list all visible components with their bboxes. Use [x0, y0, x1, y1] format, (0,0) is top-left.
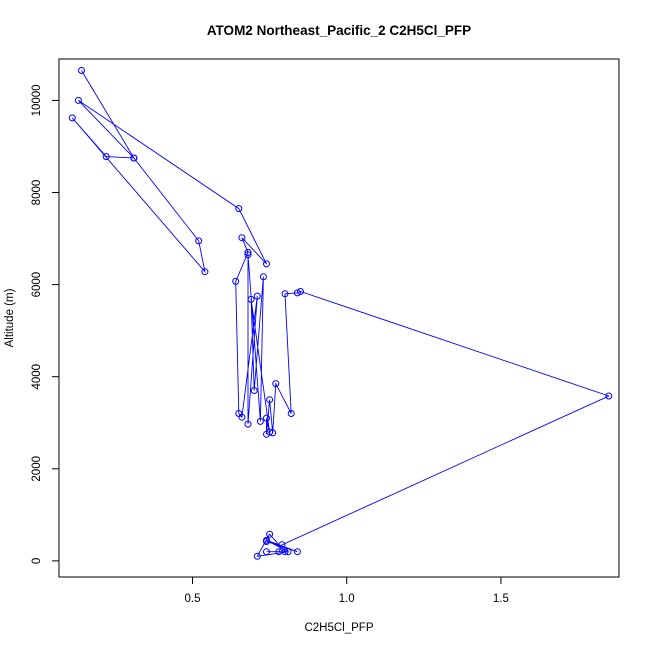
data-point	[130, 154, 138, 162]
data-point	[263, 414, 270, 422]
data-point	[253, 552, 261, 560]
data-point	[263, 260, 270, 268]
series-line	[71, 70, 611, 557]
data-point	[253, 292, 261, 300]
data-point	[244, 248, 252, 256]
y-tick-label: 2000	[31, 456, 43, 482]
data-point	[102, 153, 110, 161]
data-point	[244, 420, 252, 428]
x-axis: 0.5 1.0 1.5	[185, 577, 509, 605]
y-tick-label: 4000	[31, 364, 43, 390]
data-point	[259, 273, 267, 281]
data-point	[74, 96, 82, 104]
data-point	[281, 290, 289, 298]
chart-title: ATOM2 Northeast_Pacific_2 C2H5Cl_PFP	[207, 23, 471, 38]
y-axis-label: Altitude (m)	[4, 288, 16, 347]
data-point	[263, 538, 270, 545]
data-point	[238, 234, 246, 242]
data-point	[201, 268, 209, 276]
data-point	[250, 387, 258, 394]
data-point	[232, 277, 240, 285]
x-tick-label: 1.0	[339, 593, 355, 605]
data-point	[281, 548, 289, 556]
data-point	[238, 413, 246, 421]
data-point	[256, 417, 264, 425]
data-point	[266, 396, 274, 404]
x-tick-label: 1.5	[493, 593, 509, 605]
data-point	[247, 295, 255, 303]
y-tick-label: 10000	[31, 84, 43, 116]
data-point	[269, 429, 277, 437]
series-layer	[68, 67, 613, 560]
x-axis-label: C2H5Cl_PFP	[304, 622, 373, 634]
data-point	[284, 548, 292, 556]
y-axis: 0 2000 4000 6000 8000 10000	[31, 84, 59, 564]
data-point	[266, 530, 274, 538]
data-point	[195, 237, 203, 245]
plot-frame	[58, 58, 620, 578]
y-tick-label: 0	[31, 558, 43, 564]
y-tick-label: 8000	[31, 180, 43, 206]
data-point	[78, 67, 85, 74]
data-point	[297, 288, 304, 295]
data-point	[272, 380, 280, 388]
data-point	[263, 548, 270, 556]
data-point	[68, 114, 76, 122]
data-point	[293, 548, 301, 556]
y-tick-label: 6000	[31, 272, 43, 298]
x-tick-label: 0.5	[185, 593, 201, 605]
data-point	[605, 392, 613, 400]
data-point	[278, 541, 286, 549]
data-point	[244, 251, 252, 259]
data-point	[287, 410, 295, 417]
data-point	[235, 205, 243, 213]
